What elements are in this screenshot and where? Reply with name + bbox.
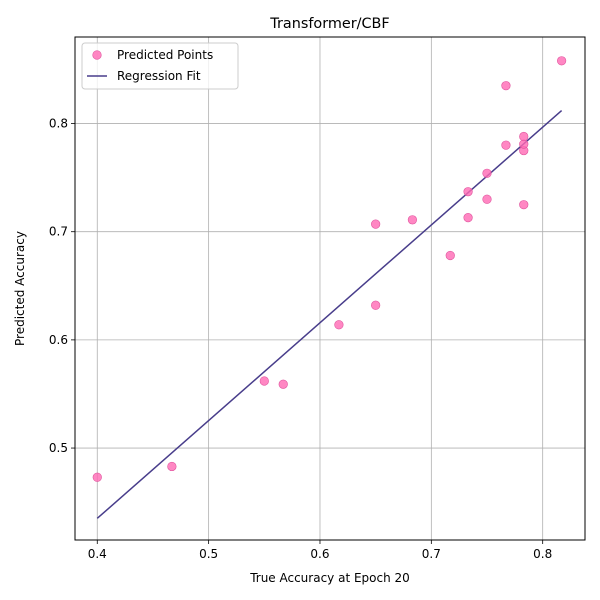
x-axis-label: True Accuracy at Epoch 20 (249, 571, 410, 585)
legend-label-predicted-points: Predicted Points (117, 48, 213, 62)
scatter-point (482, 194, 492, 204)
y-tick-label: 0.6 (49, 333, 68, 347)
plot-frame (74, 36, 586, 541)
legend: Predicted Points Regression Fit (81, 42, 239, 90)
x-tick-label: 0.6 (310, 547, 329, 561)
scatter-point (92, 472, 102, 482)
legend-box (81, 42, 239, 90)
y-axis-label: Predicted Accuracy (13, 231, 27, 346)
legend-label-regression-fit: Regression Fit (117, 69, 201, 83)
y-tick-label: 0.5 (49, 441, 68, 455)
scatter-point (167, 461, 177, 472)
legend-marker-predicted-points (92, 50, 102, 60)
scatter-point (557, 56, 567, 66)
regression-fit-line (96, 109, 563, 519)
scatter-point (371, 219, 381, 229)
scatter-point (463, 213, 473, 223)
chart-title: Transformer/CBF (269, 16, 389, 32)
scatter-point (445, 250, 455, 261)
axis-ticks: 0.4 0.5 0.6 0.7 0.8 0.5 0.6 0.7 0.8 (49, 117, 552, 561)
x-tick-label: 0.8 (533, 547, 552, 561)
regression-line-layer (96, 109, 563, 519)
x-tick-label: 0.5 (199, 547, 218, 561)
scatter-point (278, 379, 288, 389)
scatter-points-layer (92, 56, 567, 482)
scatter-point (463, 187, 473, 197)
scatter-point (334, 320, 344, 330)
y-tick-label: 0.7 (49, 225, 68, 239)
scatter-point (407, 215, 418, 225)
grid (75, 37, 585, 540)
x-tick-label: 0.4 (88, 547, 107, 561)
scatter-point (501, 81, 511, 91)
scatter-point (371, 300, 381, 310)
x-tick-label: 0.7 (422, 547, 441, 561)
scatter-point (519, 200, 529, 210)
y-tick-label: 0.8 (49, 117, 68, 131)
scatter-point (519, 131, 529, 142)
scatter-point (482, 168, 492, 178)
scatter-point (501, 140, 511, 150)
scatter-point (259, 376, 269, 386)
